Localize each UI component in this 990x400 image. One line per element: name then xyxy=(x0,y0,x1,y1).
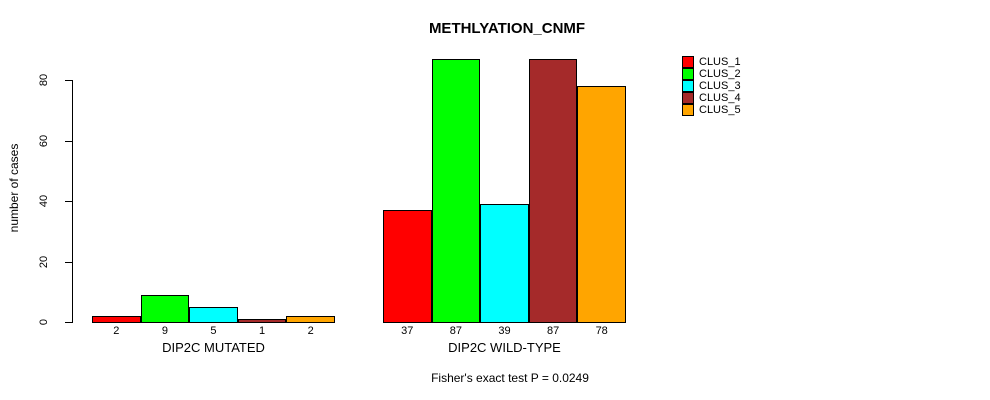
y-axis-tick-label: 0 xyxy=(38,318,50,326)
bar-clus_2-mutated xyxy=(140,295,190,323)
legend-item-clus_2: CLUS_2 xyxy=(682,68,741,80)
bar-value-label: 5 xyxy=(210,325,217,337)
bar-value-label: 9 xyxy=(161,325,168,337)
bar-clus_1-mutated xyxy=(92,316,141,323)
legend-label: CLUS_5 xyxy=(699,104,741,116)
group-label: DIP2C MUTATED xyxy=(162,340,265,355)
y-axis-tick xyxy=(65,201,72,202)
legend-label: CLUS_3 xyxy=(699,80,741,92)
legend-label: CLUS_2 xyxy=(699,68,741,80)
chart-title: METHLYATION_CNMF xyxy=(428,20,586,37)
bar-clus_4-wildtype xyxy=(528,59,578,323)
legend-item-clus_3: CLUS_3 xyxy=(682,80,741,92)
y-axis-line xyxy=(72,80,73,323)
bar-value-label: 87 xyxy=(546,325,560,337)
legend-swatch-clus_3 xyxy=(682,80,694,92)
bar-clus_3-wildtype xyxy=(480,204,529,323)
y-axis-tick-label: 40 xyxy=(38,194,50,208)
bar-value-label: 2 xyxy=(307,325,314,337)
y-axis-tick xyxy=(65,322,72,323)
legend-item-clus_5: CLUS_5 xyxy=(682,104,741,116)
legend-swatch-clus_1 xyxy=(682,56,694,68)
y-axis-tick xyxy=(65,261,72,263)
bar-value-label: 39 xyxy=(498,325,511,337)
bar-clus_4-mutated xyxy=(237,319,287,323)
bar-value-label: 37 xyxy=(401,325,414,337)
legend-label: CLUS_1 xyxy=(699,56,741,68)
y-axis-tick xyxy=(65,140,72,142)
legend-swatch-clus_5 xyxy=(682,104,694,116)
y-axis-tick-label: 80 xyxy=(38,73,50,87)
y-axis-tick-label: 20 xyxy=(38,255,50,268)
bar-clus_5-mutated xyxy=(286,316,335,323)
y-axis-tick xyxy=(65,80,72,81)
bar-clus_5-wildtype xyxy=(577,86,626,323)
y-axis-label: number of cases xyxy=(7,143,21,233)
legend-item-clus_1: CLUS_1 xyxy=(682,56,741,68)
group-label: DIP2C WILD-TYPE xyxy=(448,340,561,355)
bar-clus_2-wildtype xyxy=(431,59,481,323)
bar-value-label: 78 xyxy=(595,325,608,337)
bar-clus_3-mutated xyxy=(189,307,238,323)
bar-value-label: 87 xyxy=(449,325,463,337)
legend-item-clus_4: CLUS_4 xyxy=(682,92,741,104)
bar-value-label: 2 xyxy=(113,325,120,337)
legend: CLUS_1 CLUS_2 CLUS_3 CLUS_4 CLUS_5 xyxy=(682,56,741,116)
legend-label: CLUS_4 xyxy=(699,92,741,104)
bar-value-label: 1 xyxy=(259,325,266,337)
legend-swatch-clus_2 xyxy=(682,68,694,80)
y-axis-tick-label: 60 xyxy=(38,134,50,147)
legend-swatch-clus_4 xyxy=(682,92,694,104)
bar-clus_1-wildtype xyxy=(383,210,432,323)
footer-caption: Fisher's exact test P = 0.0249 xyxy=(431,371,589,385)
